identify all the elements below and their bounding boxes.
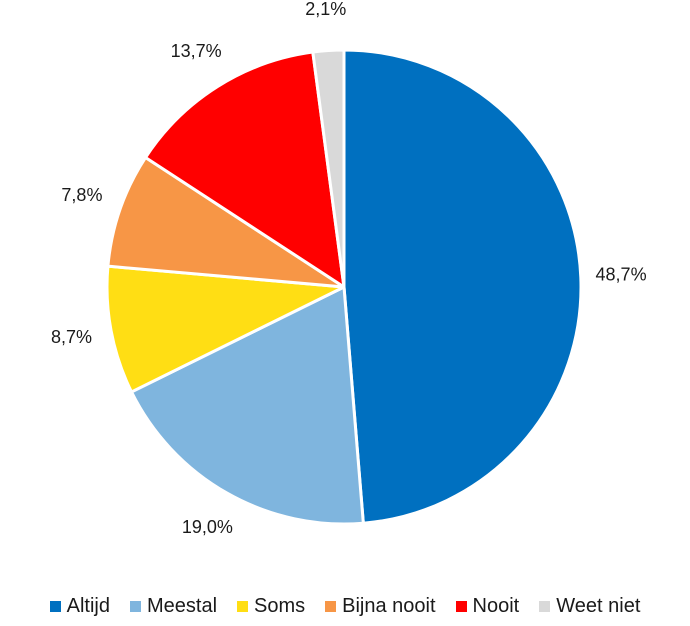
legend-label: Soms [254, 594, 306, 617]
legend-label: Bijna nooit [342, 594, 436, 617]
pie-slice-soms [105, 264, 346, 394]
legend-label: Altijd [66, 594, 110, 617]
pie-slice-altijd [342, 48, 583, 525]
legend-swatch [49, 600, 61, 612]
legend-label: Nooit [472, 594, 520, 617]
legend: Altijd Meestal Soms Bijna nooit Nooit Weet ni… [0, 591, 690, 621]
legend-swatch [325, 600, 337, 612]
legend-swatch [129, 600, 141, 612]
data-label-soms: 8,7% [51, 327, 92, 347]
legend-item-nooit: Nooit [455, 594, 520, 618]
pie-slice-bijna-nooit [106, 156, 346, 289]
legend-item-weet-niet: Weet niet [539, 595, 640, 618]
legend-swatch [237, 600, 249, 612]
legend-label: Weet niet [556, 594, 641, 617]
data-label-nooit: 13,7% [171, 41, 222, 61]
legend-item-soms: Soms [237, 595, 305, 618]
pie-slice-meestal [129, 285, 365, 526]
pie-slices [105, 48, 583, 526]
legend-item-meestal: Meestal [129, 594, 218, 618]
legend-swatch [455, 600, 467, 612]
data-label-meestal: 19,0% [182, 517, 233, 537]
data-label-bijna-nooit: 7,8% [61, 185, 102, 205]
data-label-weet-niet: 2,1% [305, 0, 346, 19]
legend-item-bijna-nooit: Bijna nooit [325, 594, 436, 618]
data-labels: 48,7% 19,0% 8,7% 7,8% 13,7% 2,1% [51, 0, 647, 537]
pie-slice-weet-niet [311, 48, 346, 289]
legend-swatch [539, 600, 551, 612]
pie-chart: 48,7% 19,0% 8,7% 7,8% 13,7% 2,1% [51, 0, 647, 537]
pie-slice-nooit [144, 50, 346, 289]
legend-label: Meestal [146, 594, 218, 617]
legend-item-altijd: Altijd [49, 594, 110, 618]
data-label-altijd: 48,7% [596, 264, 647, 284]
